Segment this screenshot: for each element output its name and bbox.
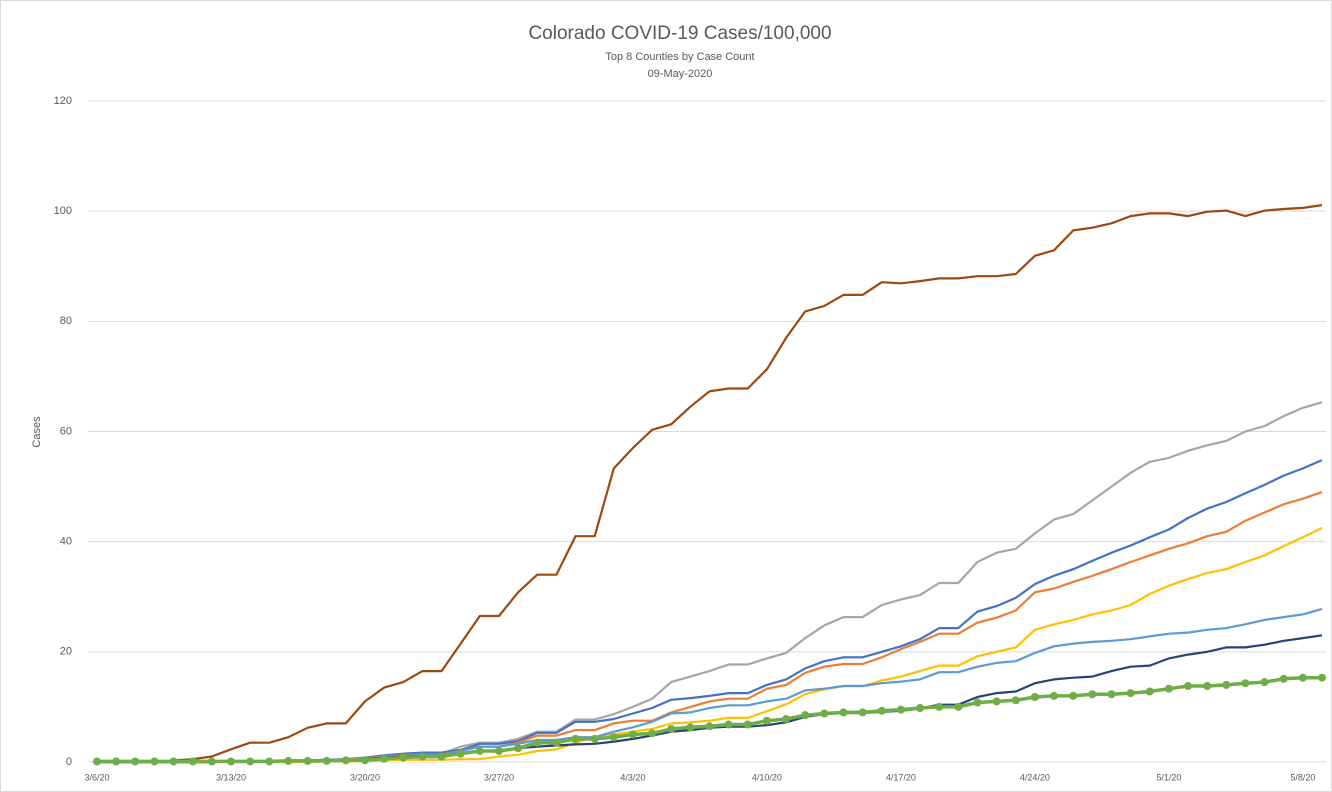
series-marker [705,722,714,731]
series-marker [896,705,905,714]
x-tick-label: 5/8/20 [1290,772,1315,782]
y-tick-label: 0 [66,756,72,768]
series-marker [571,734,580,743]
series-marker [188,757,197,766]
series-marker [112,757,121,766]
x-tick-label: 3/13/20 [216,772,246,782]
x-tick-label: 4/3/20 [620,772,645,782]
series-marker [992,697,1001,706]
series-marker [341,756,350,765]
series-marker [743,720,752,729]
series-marker [1145,687,1154,696]
series-marker [207,757,216,766]
series-marker [1011,696,1020,705]
series-marker [1050,691,1059,700]
series-marker [1222,680,1231,689]
series-marker [93,757,101,766]
series-marker [935,702,944,711]
series-marker [628,730,637,739]
series-marker [284,756,293,765]
x-tick-label: 3/6/20 [84,772,109,782]
series-marker [916,704,925,713]
series-marker [226,757,235,766]
series-marker [437,752,446,761]
series-marker [246,757,255,766]
series-marker [533,738,542,747]
series-marker [1318,673,1326,682]
series-marker [724,720,733,729]
series-marker [667,724,676,733]
series-marker [954,702,963,711]
series-marker [131,757,140,766]
series-marker [1107,690,1116,699]
series-marker [475,746,484,755]
series-marker [399,753,408,762]
x-tick-label: 4/24/20 [1020,772,1050,782]
series-marker [1203,681,1212,690]
series-marker [1260,678,1269,687]
series-marker [380,754,389,763]
series-marker [858,708,867,717]
series-marker [686,723,695,732]
series-marker [150,757,159,766]
x-tick-label: 3/27/20 [484,772,514,782]
chart-subtitle: Top 8 Counties by Case Count [605,51,754,63]
series-marker [973,698,982,707]
series-line [173,204,1323,762]
series-marker [552,738,561,747]
series-marker [1298,673,1307,682]
series-marker [820,709,829,718]
y-tick-label: 100 [54,205,72,217]
y-tick-label: 120 [54,95,72,107]
x-tick-label: 4/10/20 [752,772,782,782]
x-tick-label: 5/1/20 [1156,772,1181,782]
series-marker [801,711,810,720]
y-tick-label: 20 [60,646,72,658]
y-axis-label: Cases [31,416,43,448]
series-marker [609,733,618,742]
series-marker [1184,681,1193,690]
chart-title: Colorado COVID-19 Cases/100,000 [528,23,831,44]
series-marker [169,757,178,766]
series-marker [322,756,331,765]
y-tick-label: 60 [60,425,72,437]
series-marker [303,756,312,765]
series-marker [265,757,274,766]
series-marker [1088,690,1097,699]
series-marker [1241,679,1250,688]
y-tick-label: 80 [60,315,72,327]
series-marker [360,756,369,765]
series-marker [877,706,886,715]
x-tick-label: 4/17/20 [886,772,916,782]
series-marker [1069,691,1078,700]
series-marker [762,716,771,725]
series-marker [494,746,503,755]
x-tick-label: 3/20/20 [350,772,380,782]
series-marker [418,752,427,761]
chart-date: 09-May-2020 [648,68,713,80]
series-marker [514,744,523,753]
series-marker [1030,693,1039,702]
series-marker [590,734,599,743]
series-marker [839,708,848,717]
series-marker [1126,689,1135,698]
series-marker [648,729,657,738]
series-marker [1279,674,1288,683]
series-marker [1164,684,1173,693]
series-marker [782,715,791,724]
y-tick-label: 40 [60,536,72,548]
series-marker [456,749,465,758]
